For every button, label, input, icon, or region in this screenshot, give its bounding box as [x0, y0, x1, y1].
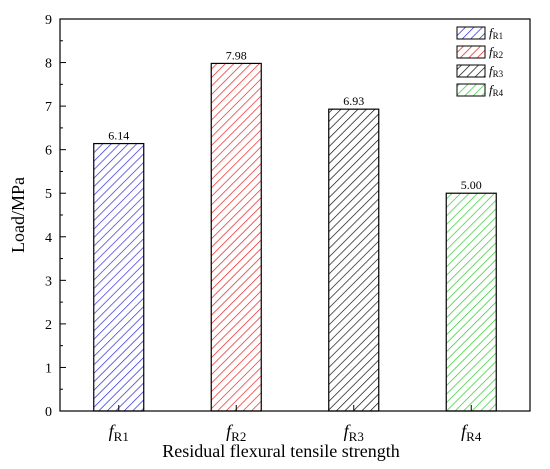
y-tick-label: 4	[45, 231, 52, 246]
bar-value-label: 6.14	[108, 129, 129, 143]
bar-r1	[93, 142, 145, 412]
legend-item-r4: fR4	[456, 82, 504, 98]
x-axis-title: Residual flexural tensile strength	[162, 441, 399, 461]
y-tick-label: 0	[45, 405, 52, 420]
legend-swatch	[456, 45, 486, 59]
y-tick-label: 8	[45, 57, 52, 72]
y-axis-title: Load/MPa	[8, 177, 28, 253]
bar-r4	[445, 192, 497, 412]
legend: fR1 fR2 fR3 fR4	[456, 25, 504, 98]
y-tick-label: 9	[45, 13, 52, 28]
legend-swatch	[456, 64, 486, 78]
legend-label: fR2	[489, 44, 503, 60]
y-tick-label: 3	[45, 274, 52, 289]
x-tick-label: fR1	[109, 421, 129, 444]
y-tick-label: 2	[45, 318, 52, 333]
y-tick-label: 5	[45, 187, 52, 202]
legend-item-r2: fR2	[456, 44, 503, 60]
y-tick-label: 1	[45, 361, 52, 376]
legend-item-r3: fR3	[456, 63, 504, 79]
bar-r3	[328, 108, 380, 412]
x-tick-label: fR3	[344, 421, 364, 444]
bar-value-label: 6.93	[343, 94, 364, 108]
legend-label: fR3	[489, 63, 504, 79]
bar-value-labels: 6.14 7.98 6.93 5.00	[108, 48, 482, 192]
y-tick-label: 7	[45, 100, 52, 115]
legend-label: fR4	[489, 82, 504, 98]
legend-item-r1: fR1	[456, 25, 503, 41]
legend-swatch	[456, 83, 486, 97]
x-tick-label: fR4	[461, 421, 482, 444]
bar-value-label: 5.00	[461, 178, 482, 192]
plot-area-frame	[59, 18, 531, 412]
x-tick-label: fR2	[226, 421, 246, 444]
legend-swatch	[456, 26, 486, 40]
bar-r2	[210, 62, 262, 412]
y-tick-label: 6	[45, 144, 52, 159]
bars	[93, 62, 497, 412]
y-axis-ticks: 0 1 2 3 4 5 6 7 8 9	[45, 13, 66, 420]
bar-value-label: 7.98	[226, 48, 247, 62]
legend-label: fR1	[489, 25, 503, 41]
x-axis-ticks: fR1 fR2 fR3 fR4	[109, 405, 482, 444]
